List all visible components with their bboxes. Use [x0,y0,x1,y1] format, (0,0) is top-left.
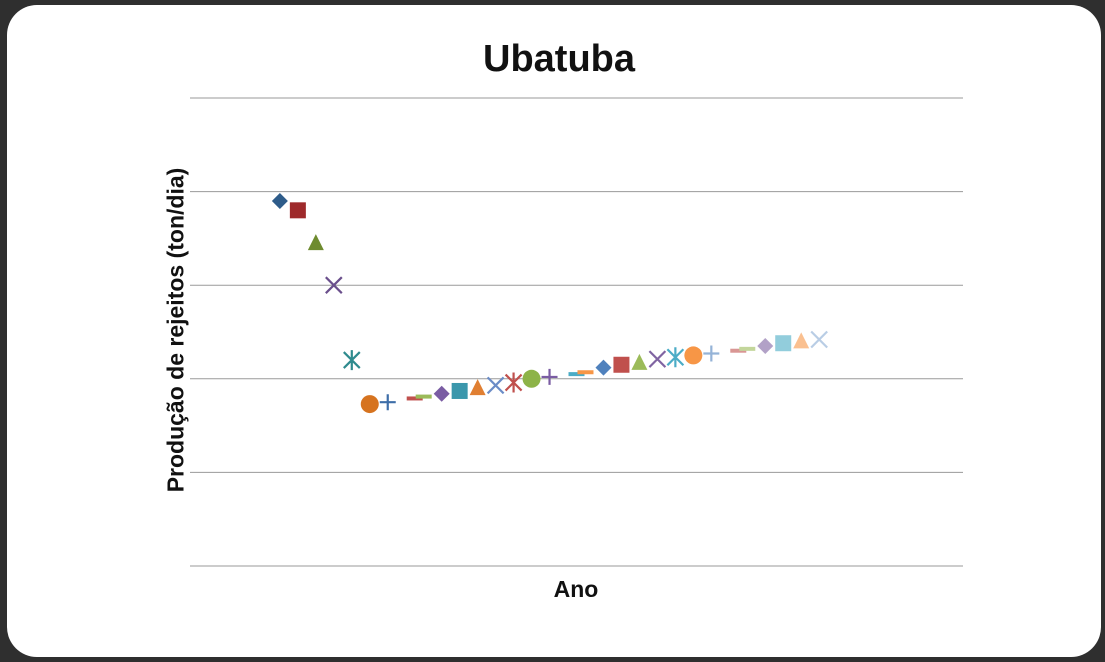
data-point-dash [739,346,756,351]
data-point-plus [703,345,720,362]
data-point-square [451,382,468,399]
data-point-triangle [793,332,810,349]
data-point-star [504,372,523,393]
data-point-dash [415,394,432,399]
data-point-circle [360,395,379,414]
data-point-diamond [595,359,612,376]
data-point-x [325,276,343,294]
data-point-circle [522,369,541,388]
data-point-diamond [757,338,774,355]
data-point-square [289,202,306,219]
data-point-plus [379,394,396,411]
data-point-triangle [469,379,486,396]
data-point-x [648,350,667,368]
data-point-dash [577,370,594,375]
data-point-triangle [307,234,324,251]
data-point-square [775,335,792,352]
data-point-star [343,350,361,371]
data-point-dash [568,372,585,377]
data-point-star [666,347,685,368]
data-points [271,192,828,414]
x-axis-label: Ano [553,576,599,602]
chart-title: Ubatuba [483,38,635,80]
data-point-diamond [433,385,450,402]
data-point-diamond [271,192,288,209]
data-point-circle [684,346,703,365]
chart-card [7,5,1101,657]
data-point-plus [541,368,558,385]
data-point-dash [406,396,423,401]
data-point-x [486,376,505,395]
data-point-triangle [631,353,648,370]
gridlines [190,97,963,567]
data-point-dash [730,348,747,353]
data-point-square [613,356,630,373]
data-point-x [810,330,828,349]
